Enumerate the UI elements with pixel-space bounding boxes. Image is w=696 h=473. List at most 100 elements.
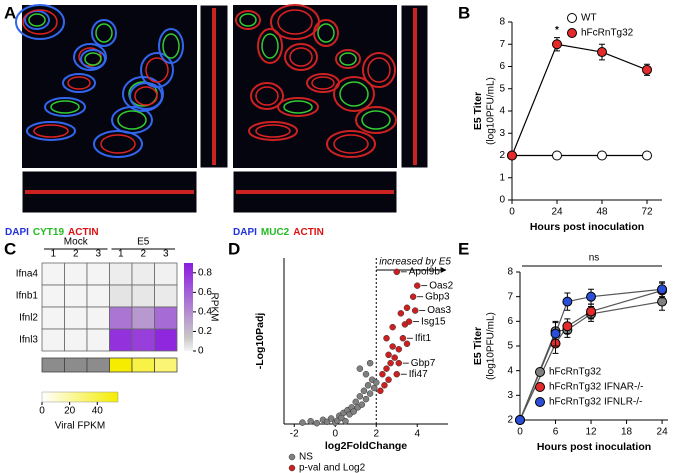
data-point: [364, 382, 372, 389]
heatmap-cell: [86, 262, 110, 286]
tissue-structure: [33, 124, 69, 138]
column-label: 3: [95, 249, 101, 260]
series-line: [511, 43, 648, 156]
tissue-structure: [270, 4, 320, 40]
row-label: Ifnl2: [19, 313, 38, 324]
data-point: [597, 150, 607, 161]
tissue-structure: [289, 47, 313, 67]
heatmap-cell: [131, 262, 155, 286]
data-point: [657, 296, 668, 307]
tissue-structure: [24, 10, 50, 30]
data-point: [642, 150, 652, 161]
data-point: [377, 387, 384, 395]
x-tick-label: 72: [641, 207, 653, 218]
heatmap-cell: [131, 306, 155, 330]
tissue-structure: [335, 49, 361, 69]
heatmap-cell: [64, 306, 88, 330]
data-point: [366, 359, 374, 367]
tissue-structure: [255, 86, 279, 106]
data-point: [373, 379, 380, 386]
point-label: Oas3: [427, 305, 451, 316]
tissue-structure: [62, 73, 96, 93]
tissue-structure: [284, 43, 318, 71]
viral-cell: [86, 357, 110, 373]
data-point: [401, 321, 409, 328]
x-tick-label: 24: [551, 207, 563, 218]
point-label: Ifi47: [409, 369, 428, 380]
data-point: [397, 310, 405, 317]
tissue-structure: [91, 19, 117, 47]
data-point: [393, 268, 400, 276]
tissue-structure: [28, 13, 46, 27]
legend-marker: [535, 397, 545, 407]
point-label: Gbp3: [425, 291, 450, 302]
heatmap-cell: [86, 284, 110, 308]
tissue-structure: [84, 52, 102, 66]
x-tick-label: 48: [596, 207, 608, 218]
annotation: *: [555, 25, 559, 36]
data-point: [313, 419, 321, 427]
data-point: [597, 47, 607, 58]
tissue-structure: [22, 9, 58, 35]
tissue-structure: [255, 124, 291, 138]
row-label: Ifna4: [16, 269, 39, 280]
tissue-structure: [44, 97, 86, 117]
data-point: [362, 370, 370, 378]
viral-cell: [109, 357, 133, 373]
heatmap-cell: [109, 262, 133, 286]
tissue-structure: [326, 130, 376, 158]
data-point: [352, 398, 359, 406]
data-point: [586, 291, 597, 302]
heatmap-cell: [131, 284, 155, 308]
point-label: Apol9b: [409, 266, 441, 277]
legend-label: WT: [581, 13, 597, 24]
tissue-structure: [257, 28, 283, 64]
heatmap-cell: [41, 328, 65, 352]
colorbar-tick-label: 0: [198, 346, 204, 357]
heatmap-cell: [131, 328, 155, 352]
viral-tick-label: 20: [64, 406, 76, 417]
data-point: [383, 334, 390, 342]
data-point: [586, 306, 597, 317]
data-point: [366, 390, 374, 397]
point-label: Gbp7: [411, 358, 436, 369]
legend-label: hFcRnTg32: [581, 28, 634, 39]
legend-label: p-val and Log2: [299, 463, 366, 473]
x-axis-label: Hours post inoculation: [530, 221, 644, 233]
threshold-label: increased by E5: [379, 257, 451, 268]
y-axis-label: E5 Titer: [472, 92, 484, 130]
heatmap-cell: [64, 328, 88, 352]
data-point: [414, 282, 421, 289]
data-point: [299, 419, 306, 426]
heatmap-cell: [109, 306, 133, 330]
tissue-structure: [362, 52, 396, 88]
data-point: [409, 293, 417, 300]
tissue-structure: [248, 121, 298, 141]
x-tick-label: 2: [373, 429, 379, 440]
tissue-structure: [339, 81, 369, 107]
y-tick-label: 7: [507, 291, 513, 302]
viral-cell: [154, 357, 178, 373]
data-point: [403, 304, 411, 312]
stain-name: DAPI: [5, 227, 29, 238]
y-axis-label: (log10PFU/mL): [486, 312, 497, 380]
y-tick-label: 8: [499, 17, 505, 28]
tissue-structure: [277, 9, 313, 35]
legend-marker: [535, 382, 545, 392]
tissue-structure: [73, 43, 107, 71]
x-tick-label: 0: [517, 427, 523, 438]
data-point: [383, 365, 390, 372]
data-point: [393, 370, 400, 378]
data-point: [552, 150, 562, 161]
group-label: E5: [137, 237, 150, 248]
data-point: [327, 415, 335, 422]
tissue-structure: [235, 10, 261, 30]
tissue-structure: [129, 82, 163, 110]
x-tick-label: 0: [509, 207, 515, 218]
colorbar-tick-label: 0.2: [198, 326, 212, 337]
y-tick-label: 5: [507, 341, 513, 352]
x-tick-label: 4: [414, 429, 420, 440]
data-point: [389, 343, 396, 350]
y-axis-label: (log10PFU/mL): [486, 77, 497, 145]
